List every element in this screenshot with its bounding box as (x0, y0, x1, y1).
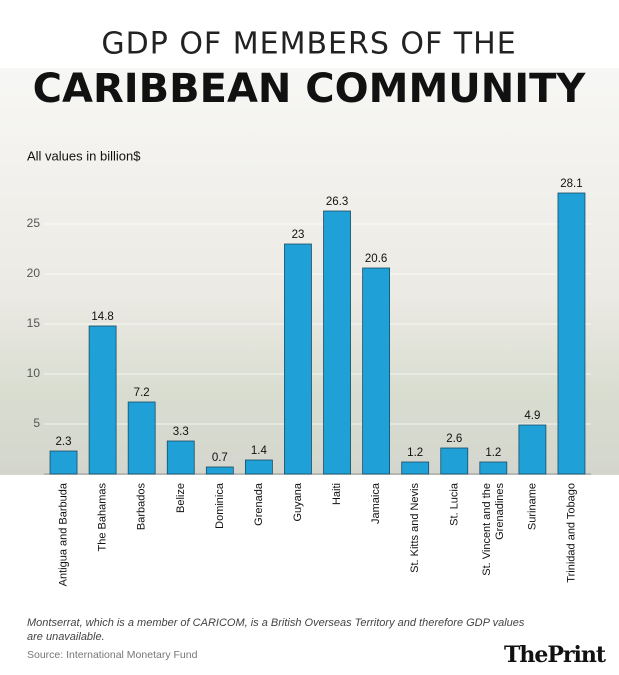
value-label: 1.2 (485, 447, 501, 459)
value-label: 3.3 (173, 426, 189, 438)
bar (127, 401, 156, 475)
x-tick-label: Jamaica (370, 482, 382, 524)
value-label: 1.2 (407, 447, 423, 459)
bar (88, 325, 117, 475)
x-tick-label: The Bahamas (97, 483, 109, 552)
value-label: 14.8 (91, 311, 113, 323)
value-label: 0.7 (212, 452, 228, 464)
x-tick-label: Belize (175, 483, 187, 513)
value-label: 20.6 (365, 253, 387, 265)
x-tick-label: Haiti (331, 483, 343, 505)
bar (479, 461, 508, 475)
bar (49, 450, 78, 475)
x-tick-label: Antigua and Barbuda (57, 482, 69, 586)
source: Source: International Monetary Fund (27, 649, 198, 661)
y-tick-label: 10 (27, 366, 41, 380)
x-tick-label: Guyana (292, 482, 304, 521)
x-tick-label: Trinidad and Tobago (565, 483, 577, 583)
value-label: 4.9 (524, 410, 540, 422)
bar (284, 243, 312, 475)
x-tick-label: St. Kitts and Nevis (409, 483, 421, 573)
bar (205, 466, 234, 475)
value-label: 26.3 (326, 196, 348, 208)
bar (166, 440, 195, 475)
x-tick-label: St. Lucia (448, 482, 460, 526)
title-line2: CARIBBEAN COMMUNITY (33, 66, 587, 112)
subtitle: All values in billion$ (27, 148, 141, 163)
bar (557, 192, 586, 475)
x-tick-label: Barbados (136, 483, 148, 531)
y-tick-label: 25 (27, 216, 41, 230)
value-label: 7.2 (134, 387, 150, 399)
bar (323, 210, 351, 475)
bar (401, 461, 430, 475)
title-line1: GDP OF MEMBERS OF THE (101, 27, 516, 62)
x-tick-label: Grenada (253, 482, 265, 526)
bar (518, 424, 547, 475)
x-tick-label: Dominica (214, 482, 226, 529)
value-label: 2.3 (56, 436, 72, 448)
x-tick-label: Suriname (526, 483, 538, 530)
value-label: 23 (292, 229, 305, 241)
value-label: 1.4 (251, 445, 268, 457)
footnote: Montserrat, which is a member of CARICOM… (27, 617, 525, 643)
bar (244, 459, 273, 475)
value-label: 2.6 (446, 433, 462, 445)
x-tick-label: St. Vincent and theGrenadines (481, 483, 506, 576)
y-tick-label: 20 (27, 266, 41, 280)
bar (440, 447, 469, 475)
y-tick-label: 5 (33, 416, 40, 430)
bar (362, 267, 391, 475)
value-label: 28.1 (560, 178, 582, 190)
y-tick-label: 15 (27, 316, 41, 330)
logo: ThePrint (504, 642, 607, 668)
